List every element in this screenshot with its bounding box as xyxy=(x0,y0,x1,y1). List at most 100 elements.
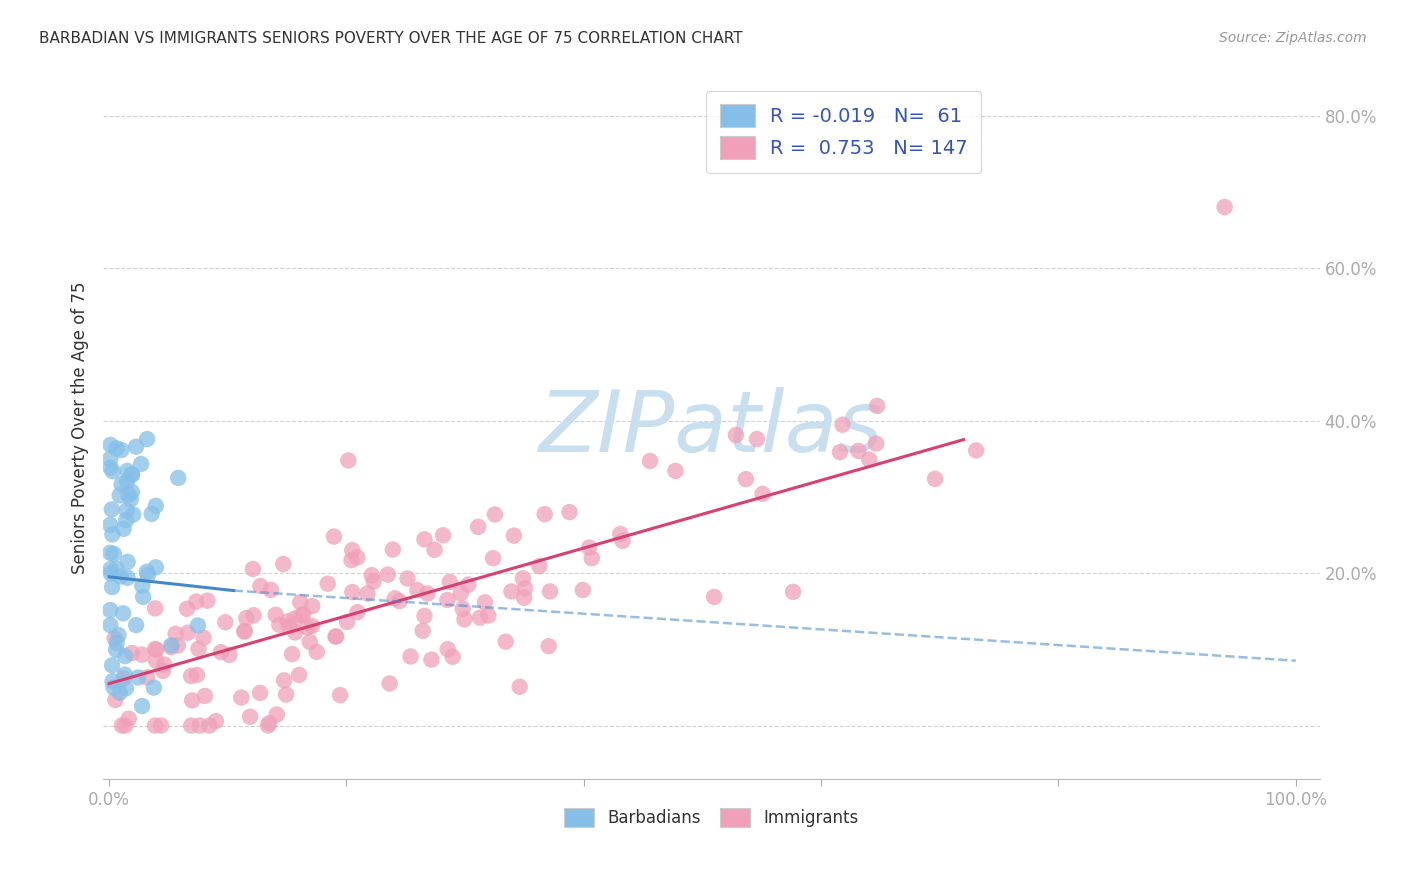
Point xyxy=(406,583,429,598)
Point xyxy=(115,681,138,696)
Point xyxy=(363,574,385,589)
Point xyxy=(609,527,631,541)
Point xyxy=(218,648,240,662)
Point xyxy=(100,438,122,452)
Point xyxy=(292,607,315,622)
Point xyxy=(160,640,183,655)
Point xyxy=(501,584,523,599)
Point xyxy=(399,649,422,664)
Point xyxy=(509,680,531,694)
Point xyxy=(233,624,256,639)
Point xyxy=(129,457,152,471)
Point xyxy=(724,428,747,442)
Point xyxy=(578,541,600,555)
Point xyxy=(112,607,135,621)
Point xyxy=(249,579,271,593)
Point xyxy=(537,639,560,653)
Point xyxy=(141,507,163,521)
Point xyxy=(100,566,122,581)
Point xyxy=(98,546,121,560)
Point xyxy=(384,591,406,606)
Point xyxy=(108,686,131,700)
Point xyxy=(120,492,142,507)
Point xyxy=(235,611,257,625)
Point xyxy=(664,464,686,478)
Point xyxy=(467,520,489,534)
Point xyxy=(103,547,125,561)
Point xyxy=(143,718,166,732)
Point xyxy=(290,595,312,609)
Point xyxy=(828,445,851,459)
Point xyxy=(336,615,359,629)
Point xyxy=(117,555,139,569)
Point xyxy=(316,576,339,591)
Point xyxy=(782,584,804,599)
Point xyxy=(112,672,135,686)
Point xyxy=(188,718,211,732)
Point xyxy=(264,607,287,622)
Point xyxy=(276,688,298,702)
Point xyxy=(181,693,204,707)
Point xyxy=(381,542,404,557)
Point xyxy=(858,452,880,467)
Point xyxy=(145,654,167,668)
Point xyxy=(186,594,208,608)
Point xyxy=(301,619,323,633)
Point xyxy=(277,615,299,629)
Point xyxy=(457,577,479,591)
Point xyxy=(152,664,174,678)
Point xyxy=(117,464,139,478)
Point xyxy=(176,601,198,615)
Point xyxy=(288,668,311,682)
Point xyxy=(346,550,368,565)
Point xyxy=(115,475,138,489)
Point xyxy=(98,603,121,617)
Text: ZIPatlas: ZIPatlas xyxy=(540,386,883,470)
Point xyxy=(100,562,122,576)
Point xyxy=(269,617,291,632)
Point xyxy=(846,443,869,458)
Point xyxy=(284,625,307,640)
Point xyxy=(441,649,464,664)
Point xyxy=(484,508,506,522)
Point xyxy=(513,591,536,605)
Point xyxy=(118,712,141,726)
Point xyxy=(305,645,328,659)
Point xyxy=(413,533,436,547)
Point xyxy=(423,542,446,557)
Point xyxy=(101,580,124,594)
Point xyxy=(436,593,458,607)
Point xyxy=(242,562,264,576)
Point xyxy=(734,472,756,486)
Point xyxy=(145,499,167,513)
Point xyxy=(131,648,153,662)
Point xyxy=(142,681,165,695)
Point xyxy=(301,599,323,613)
Point xyxy=(581,551,603,566)
Point xyxy=(865,436,887,450)
Point xyxy=(482,551,505,566)
Point xyxy=(266,707,288,722)
Point xyxy=(101,658,124,673)
Point xyxy=(177,625,200,640)
Point xyxy=(187,641,209,656)
Point xyxy=(114,649,136,664)
Point xyxy=(638,454,661,468)
Text: BARBADIAN VS IMMIGRANTS SENIORS POVERTY OVER THE AGE OF 75 CORRELATION CHART: BARBADIAN VS IMMIGRANTS SENIORS POVERTY … xyxy=(39,31,742,46)
Point xyxy=(101,674,124,689)
Y-axis label: Seniors Poverty Over the Age of 75: Seniors Poverty Over the Age of 75 xyxy=(72,282,89,574)
Point xyxy=(103,681,125,695)
Point xyxy=(538,584,561,599)
Point xyxy=(100,618,122,632)
Point xyxy=(259,716,281,731)
Point xyxy=(281,647,304,661)
Point xyxy=(290,608,312,623)
Point xyxy=(114,718,136,732)
Point xyxy=(122,508,145,522)
Point xyxy=(703,590,725,604)
Point xyxy=(100,460,122,475)
Point xyxy=(101,464,124,478)
Point xyxy=(233,624,256,639)
Point xyxy=(231,690,253,705)
Point xyxy=(866,399,889,413)
